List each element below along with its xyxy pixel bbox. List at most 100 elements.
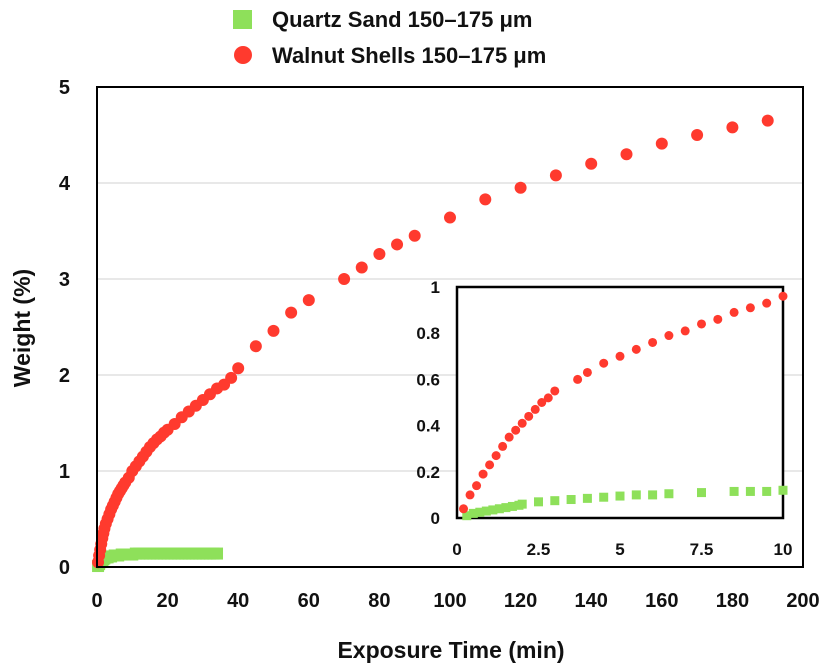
inset-y-tick-label: 0 — [431, 509, 440, 528]
inset-walnut-shells-point — [648, 337, 658, 347]
walnut-shells-point — [761, 114, 774, 127]
inset-walnut-shells-point — [472, 481, 482, 491]
walnut-shells-point — [620, 148, 633, 161]
walnut-shells-point — [338, 273, 351, 285]
walnut-shells-point — [479, 193, 492, 206]
walnut-shells-point — [232, 362, 245, 375]
inset-walnut-shells-point — [459, 504, 469, 514]
legend-square-marker — [233, 10, 252, 29]
walnut-shells-point — [691, 129, 704, 141]
inset-quartz-sand-point — [488, 505, 498, 515]
inset-x-tick-label: 5 — [615, 540, 624, 559]
inset-y-tick-label: 0.8 — [416, 324, 440, 343]
inset-walnut-shells-point — [504, 432, 514, 442]
inset-walnut-shells-point — [697, 319, 706, 329]
x-tick-label: 160 — [645, 590, 678, 612]
inset-walnut-shells-point — [478, 469, 488, 479]
inset-quartz-sand-point — [550, 496, 560, 506]
inset-x-tick-label: 7.5 — [690, 540, 714, 559]
legend-circle-marker — [234, 46, 252, 64]
walnut-shells-point — [655, 137, 668, 150]
inset-y-tick-label: 0.4 — [416, 417, 440, 436]
x-tick-label: 120 — [504, 590, 537, 612]
inset-walnut-shells-point — [543, 393, 553, 403]
walnut-shells-point — [225, 371, 238, 384]
walnut-shells-point — [355, 261, 368, 274]
x-tick-label: 140 — [575, 590, 608, 612]
inset-walnut-shells-point — [537, 398, 547, 407]
inset-y-tick-label: 1 — [431, 278, 440, 297]
x-tick-label: 0 — [91, 590, 102, 612]
inset-walnut-shells-point — [599, 358, 609, 368]
inset-x-tick-label: 0 — [452, 540, 461, 559]
inset-walnut-shells-point — [713, 314, 723, 324]
inset-chart: 0 2.5 5 7.5 10 0 0.2 0.4 0.6 0.8 1 — [416, 278, 792, 559]
inset-quartz-sand-point — [481, 506, 491, 516]
inset-quartz-sand-point — [745, 486, 755, 496]
walnut-shells-point — [267, 324, 280, 337]
walnut-shells-point — [249, 340, 262, 353]
inset-quartz-sand-point — [475, 507, 485, 517]
inset-quartz-sand-point — [468, 508, 478, 518]
inset-walnut-shells-point — [664, 331, 674, 341]
inset-quartz-sand-point — [582, 493, 592, 503]
walnut-shells-point — [285, 306, 298, 319]
inset-quartz-sand-point — [778, 485, 788, 495]
x-tick-label: 80 — [368, 590, 390, 612]
inset-quartz-sand-point — [729, 486, 739, 496]
walnut-shells-point — [391, 238, 404, 251]
x-tick-label: 40 — [227, 590, 249, 612]
inset-walnut-shells-point — [778, 291, 788, 301]
y-tick-label: 3 — [59, 269, 70, 291]
walnut-shells-point — [585, 157, 598, 170]
legend-label: Walnut Shells 150–175 μm — [272, 43, 546, 68]
inset-quartz-sand-point — [762, 486, 772, 496]
inset-walnut-shells-point — [615, 351, 625, 361]
inset-tick-labels: 0 2.5 5 7.5 10 0 0.2 0.4 0.6 0.8 1 — [416, 278, 792, 559]
inset-quartz-sand-point — [664, 489, 674, 499]
walnut-shells-point — [302, 294, 315, 307]
inset-walnut-shells-point — [524, 411, 534, 421]
walnut-shells-point — [726, 121, 739, 134]
inset-walnut-shells-point — [517, 418, 527, 428]
inset-walnut-shells-point — [573, 374, 583, 384]
x-tick-label: 180 — [716, 590, 749, 612]
inset-walnut-shells-point — [511, 425, 521, 435]
main-plot-frame — [96, 86, 804, 568]
inset-quartz-sand-point — [648, 490, 658, 500]
legend-label: Quartz Sand 150–175 μm — [272, 7, 532, 32]
inset-walnut-shells-point — [680, 326, 690, 336]
inset-quartz-sand-point — [697, 488, 706, 498]
inset-walnut-shells-point — [550, 386, 560, 396]
inset-x-tick-label: 10 — [774, 540, 793, 559]
inset-walnut-shells-point — [485, 460, 495, 470]
inset-walnut-shells-point — [745, 303, 755, 313]
inset-quartz-sand-point — [494, 504, 504, 514]
inset-quartz-sand-point — [517, 499, 527, 509]
inset-walnut-shells-point — [762, 298, 772, 308]
inset-quartz-sand-point — [534, 497, 543, 507]
inset-quartz-sand-point — [462, 511, 472, 521]
x-tick-label: 100 — [433, 590, 466, 612]
y-axis-title: Weight (%) — [9, 269, 35, 387]
x-tick-label: 200 — [786, 590, 819, 612]
x-axis-title: Exposure Time (min) — [337, 637, 564, 663]
main-data-points — [92, 114, 774, 573]
y-tick-label: 0 — [59, 557, 70, 579]
inset-quartz-sand-point — [615, 491, 625, 501]
inset-walnut-shells-point — [631, 344, 641, 354]
inset-walnut-shells-point — [530, 404, 540, 414]
y-tick-label: 1 — [59, 461, 70, 483]
quartz-sand-point — [211, 547, 224, 560]
walnut-shells-point — [549, 169, 562, 182]
inset-walnut-shells-point — [491, 451, 501, 461]
inset-data-points — [459, 291, 788, 521]
inset-x-tick-label: 2.5 — [527, 540, 551, 559]
inset-walnut-shells-point — [729, 307, 739, 317]
legend: Quartz Sand 150–175 μm Walnut Shells 150–… — [233, 7, 546, 68]
inset-y-tick-label: 0.6 — [416, 370, 440, 389]
walnut-shells-point — [444, 211, 456, 224]
inset-quartz-sand-point — [501, 503, 511, 513]
walnut-shells-point — [373, 248, 386, 261]
